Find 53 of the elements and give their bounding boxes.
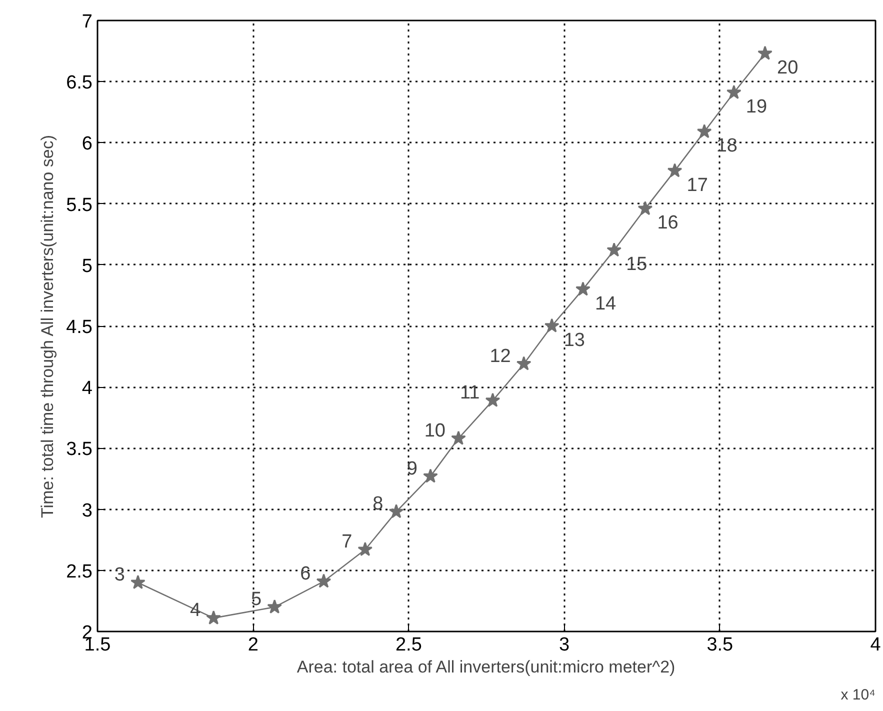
y-tick-label: 7 (82, 12, 93, 32)
y-tick-label: 3 (82, 500, 93, 522)
annotation: 7 (342, 532, 352, 553)
point (726, 84, 742, 100)
x-tick-label: 2.5 (395, 634, 422, 656)
point (388, 504, 404, 518)
x-tick-label: 4 (870, 634, 882, 656)
point (544, 318, 560, 332)
annotation: 18 (716, 136, 738, 157)
y-tick-label: 5 (82, 256, 93, 277)
y-tick-label: 2.5 (66, 561, 93, 582)
point (516, 356, 532, 370)
x-tick-label: 3.5 (706, 634, 734, 656)
y-tick-label: 6 (82, 134, 93, 155)
annotation: 6 (300, 563, 311, 584)
point (316, 574, 332, 588)
y-tick-label: 4.5 (66, 317, 93, 338)
point (758, 46, 772, 60)
point (606, 242, 622, 257)
annotation: 10 (424, 420, 446, 442)
x-tick-label: 2 (248, 634, 258, 656)
annotation: 8 (372, 494, 384, 515)
point (485, 392, 500, 407)
point (451, 430, 466, 445)
annotation: 14 (594, 293, 617, 314)
point (667, 163, 682, 178)
annotation: 17 (686, 174, 708, 196)
annotation: 9 (406, 458, 418, 480)
annotation: 3 (114, 564, 125, 586)
point (638, 200, 653, 216)
point (696, 124, 712, 138)
x-tick-label: 3 (559, 634, 570, 656)
annotation: 13 (564, 330, 585, 351)
annotation: 16 (657, 212, 678, 234)
x-axis-title: Area: total area of All inverters(unit:micro meter^2) (296, 658, 676, 676)
annotation: 19 (746, 96, 768, 118)
point (358, 542, 373, 556)
y-tick-label: 6.5 (66, 72, 93, 94)
point (130, 574, 146, 590)
annotation: 20 (777, 57, 798, 78)
annotation: 5 (251, 589, 262, 610)
point (423, 468, 438, 483)
point (206, 610, 221, 624)
y-tick-label: 4 (82, 378, 93, 400)
y-tick-label: 3.5 (66, 439, 93, 460)
annotation: 15 (626, 254, 648, 276)
point (576, 282, 590, 296)
annotation: 12 (490, 346, 511, 367)
y-axis-title: Time: total time through All inverters(unit:nano sec) (38, 134, 58, 518)
annotation: 11 (460, 382, 480, 404)
point (267, 599, 282, 614)
text: x 10⁴ (840, 686, 876, 704)
y-tick-label: 5.5 (66, 194, 93, 216)
